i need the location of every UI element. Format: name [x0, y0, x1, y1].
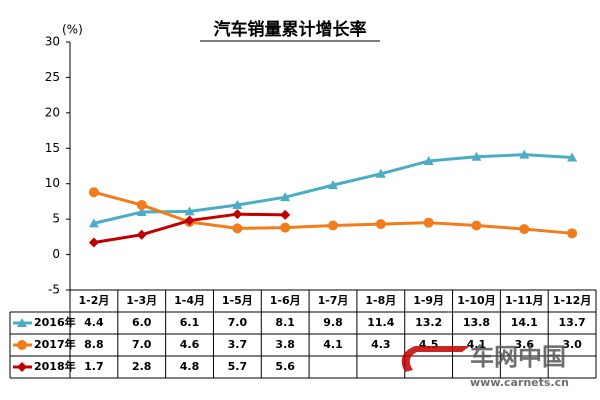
chart-title: 汽车销量累计增长率: [214, 19, 367, 40]
marker: [184, 206, 195, 216]
table-value: 4.1: [467, 338, 487, 351]
marker: [328, 220, 338, 231]
marker: [280, 192, 291, 202]
table-value: 4.3: [371, 338, 391, 351]
y-tick-label: 15: [45, 141, 60, 155]
legend-label: 2017年: [34, 337, 76, 351]
table-value: 8.8: [84, 338, 104, 351]
table-value: 9.8: [323, 316, 343, 329]
marker: [280, 222, 291, 233]
marker: [232, 199, 243, 209]
marker: [88, 237, 99, 248]
marker: [88, 187, 99, 198]
x-tick-label: 1-2月: [78, 294, 109, 307]
table-value: 4.8: [180, 360, 200, 373]
watermark-url: www.carnets.cn: [470, 376, 569, 389]
table-value: 7.0: [132, 338, 152, 351]
marker: [136, 229, 147, 240]
y-tick-label: 5: [52, 212, 60, 226]
x-tick-label: 1-4月: [174, 294, 205, 307]
x-tick-label: 1-9月: [413, 294, 444, 307]
y-tick-label: 25: [45, 70, 60, 84]
x-tick-label: 1-8月: [365, 294, 396, 307]
table-value: 4.1: [323, 338, 343, 351]
marker: [232, 209, 243, 220]
table-value: 14.1: [511, 316, 538, 329]
y-tick-label: 30: [45, 35, 60, 49]
table-value: 7.0: [228, 316, 248, 329]
y-tick-label: 20: [45, 105, 60, 119]
table-value: 2.8: [132, 360, 152, 373]
marker: [328, 180, 338, 190]
x-tick-label: 1-7月: [318, 294, 349, 307]
x-tick-label: 1-3月: [126, 294, 157, 307]
marker: [471, 151, 482, 161]
marker: [136, 207, 147, 217]
table-value: 3.0: [562, 338, 582, 351]
marker: [471, 220, 482, 231]
marker: [423, 217, 434, 228]
table-value: 13.8: [463, 316, 490, 329]
table-value: 3.8: [275, 338, 295, 351]
table-value: 8.1: [275, 316, 295, 329]
y-tick-label: 0: [52, 247, 60, 261]
marker: [184, 215, 195, 226]
legend-marker: [17, 340, 27, 350]
table-value: 3.6: [515, 338, 535, 351]
table-value: 4.6: [180, 338, 200, 351]
watermark-logo: [401, 346, 470, 372]
table-value: 5.6: [275, 360, 295, 373]
marker: [232, 223, 243, 234]
y-tick-label: -5: [48, 283, 60, 297]
marker: [375, 219, 386, 230]
table-value: 13.2: [415, 316, 442, 329]
marker: [423, 156, 434, 166]
marker: [567, 152, 578, 162]
table-value: 13.7: [559, 316, 586, 329]
table-value: 3.7: [228, 338, 248, 351]
table-value: 6.0: [132, 316, 152, 329]
table-value: 6.1: [180, 316, 200, 329]
marker: [519, 149, 530, 159]
marker: [136, 199, 147, 210]
table-value: 5.7: [228, 360, 248, 373]
legend-label: 2018年: [34, 359, 76, 373]
table-value: 11.4: [367, 316, 394, 329]
watermark: 车网中国 www.carnets.cn: [401, 343, 569, 389]
marker: [375, 168, 386, 178]
legend-marker: [17, 362, 27, 372]
table-value: 4.4: [84, 316, 104, 329]
watermark-brand: 车网中国: [470, 343, 566, 371]
x-tick-label: 1-10月: [457, 294, 496, 307]
marker: [280, 209, 291, 220]
marker: [88, 218, 99, 228]
y-axis-label: (%): [62, 23, 83, 37]
legend-marker: [17, 318, 27, 327]
x-tick-label: 1-11月: [505, 294, 544, 307]
marker: [567, 228, 578, 239]
x-tick-label: 1-6月: [270, 294, 301, 307]
table-value: 1.7: [84, 360, 104, 373]
marker: [519, 224, 530, 235]
legend-label: 2016年: [34, 315, 76, 329]
x-tick-label: 1-12月: [553, 294, 592, 307]
y-tick-label: 10: [45, 176, 60, 190]
x-tick-label: 1-5月: [222, 294, 253, 307]
